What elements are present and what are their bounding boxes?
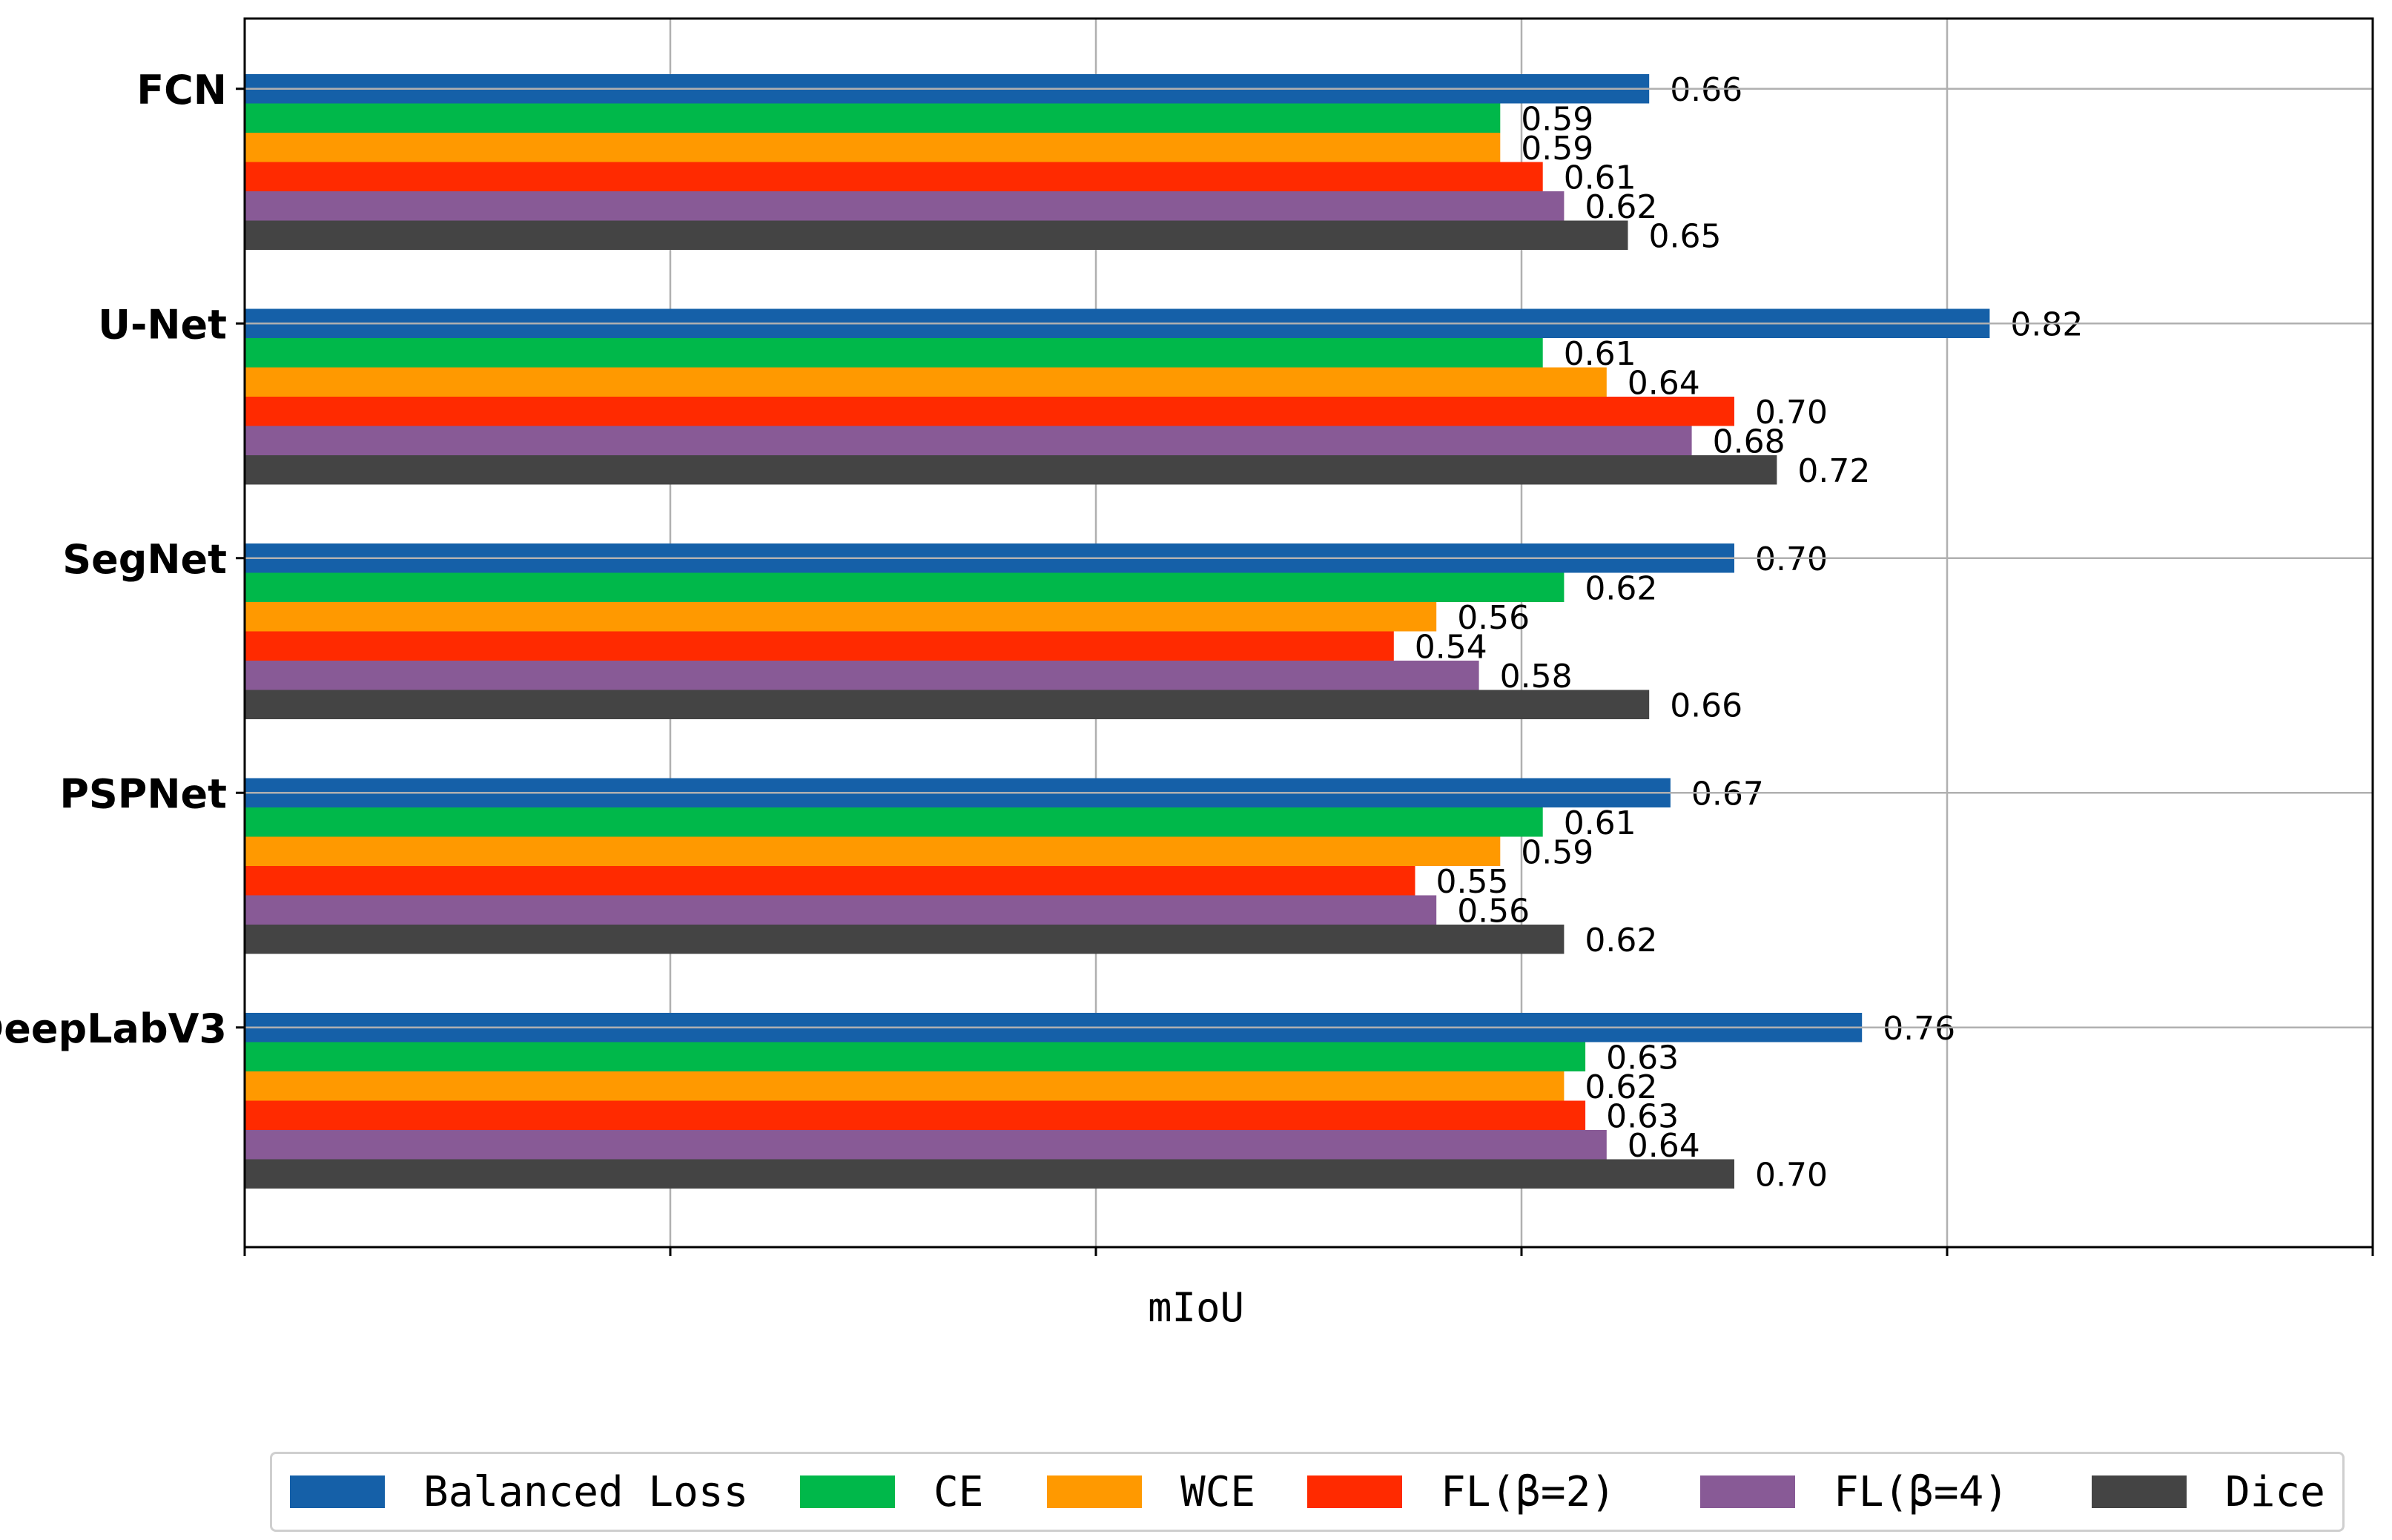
y-category-label: PSPNet [59, 770, 227, 817]
bar [245, 866, 1415, 896]
legend-item: WCE [1047, 1454, 1255, 1530]
bar-value-label: 0.63 [1606, 1039, 1679, 1077]
bar [245, 338, 1543, 368]
bar [245, 191, 1565, 221]
legend-label: WCE [1180, 1467, 1256, 1516]
bar-value-label: 0.61 [1564, 159, 1636, 196]
bar-value-label: 0.72 [1797, 452, 1870, 490]
bar-value-label: 0.63 [1606, 1097, 1679, 1135]
y-category-label: SegNet [62, 536, 227, 583]
bar-value-label: 0.82 [2010, 305, 2083, 343]
y-category-label: DeepLabV3 [0, 1005, 227, 1052]
bar-value-label: 0.62 [1585, 1068, 1657, 1106]
bar [245, 690, 1650, 719]
bar-value-label: 0.70 [1755, 1156, 1828, 1194]
bar-value-label: 0.59 [1521, 130, 1593, 168]
bar-value-label: 0.59 [1521, 100, 1593, 138]
legend: Balanced Loss CE WCE FL(β=2) FL(β=4) Dice [270, 1452, 2345, 1532]
bar-value-label: 0.70 [1755, 394, 1828, 432]
bar-value-label: 0.61 [1564, 335, 1636, 373]
bar [245, 103, 1501, 133]
bar [245, 1071, 1565, 1101]
legend-label: CE [934, 1467, 984, 1516]
legend-label: Balanced Loss [423, 1467, 749, 1516]
bar-value-label: 0.62 [1585, 569, 1657, 607]
legend-item: Dice [2092, 1454, 2325, 1530]
bar [245, 220, 1628, 250]
y-category-label: U-Net [98, 301, 227, 348]
bar [245, 925, 1565, 954]
bar [245, 836, 1501, 866]
bar [245, 397, 1734, 426]
y-category-label: FCN [136, 67, 227, 113]
bar-value-label: 0.66 [1670, 71, 1742, 109]
bar [245, 807, 1543, 837]
legend-swatch [800, 1475, 895, 1508]
legend-item: FL(β=4) [1700, 1454, 2009, 1530]
legend-swatch [1047, 1475, 1142, 1508]
bar [245, 133, 1501, 162]
bar-value-label: 0.65 [1649, 217, 1722, 255]
bar-value-label: 0.68 [1713, 423, 1785, 460]
bar [245, 631, 1394, 661]
legend-label: FL(β=4) [1834, 1467, 2009, 1516]
bar [245, 455, 1777, 485]
bar-value-label: 0.58 [1500, 658, 1573, 695]
bar [245, 1100, 1586, 1130]
plot-frame [243, 17, 2374, 1249]
bar [245, 895, 1437, 925]
legend-swatch [1307, 1475, 1402, 1508]
bar-value-label: 0.54 [1415, 628, 1487, 666]
legend-swatch [1700, 1475, 1795, 1508]
bar-value-label: 0.62 [1585, 922, 1657, 959]
legend-label: FL(β=2) [1441, 1467, 1616, 1516]
bar-value-label: 0.66 [1670, 687, 1742, 724]
legend-item: CE [800, 1454, 983, 1530]
bar-value-label: 0.70 [1755, 541, 1828, 578]
bar [245, 162, 1543, 191]
bar-value-label: 0.56 [1457, 599, 1530, 637]
legend-item: FL(β=2) [1307, 1454, 1616, 1530]
bar-value-label: 0.56 [1457, 892, 1530, 930]
bar [245, 426, 1692, 455]
legend-label: Dice [2225, 1467, 2325, 1516]
legend-swatch [290, 1475, 385, 1508]
bar-value-label: 0.59 [1521, 833, 1593, 871]
bar-value-label: 0.62 [1585, 188, 1657, 226]
bar [245, 661, 1479, 690]
bar-value-label: 0.64 [1628, 1127, 1700, 1165]
bar [245, 1042, 1586, 1071]
bar [245, 367, 1607, 397]
legend-swatch [2092, 1475, 2187, 1508]
bar-value-label: 0.55 [1436, 863, 1509, 901]
bar-value-label: 0.61 [1564, 804, 1636, 842]
bar-value-label: 0.76 [1883, 1010, 1955, 1048]
bar-value-label: 0.64 [1628, 364, 1700, 402]
bar [245, 572, 1565, 602]
bar-chart-svg: 0.660.590.590.610.620.650.820.610.640.70… [0, 17, 2388, 1286]
x-axis-title: mIoU [1147, 1284, 1245, 1331]
bar [245, 1159, 1734, 1189]
bar [245, 1130, 1607, 1160]
bar [245, 602, 1437, 632]
bar-value-label: 0.67 [1691, 775, 1764, 813]
legend-item: Balanced Loss [290, 1454, 748, 1530]
